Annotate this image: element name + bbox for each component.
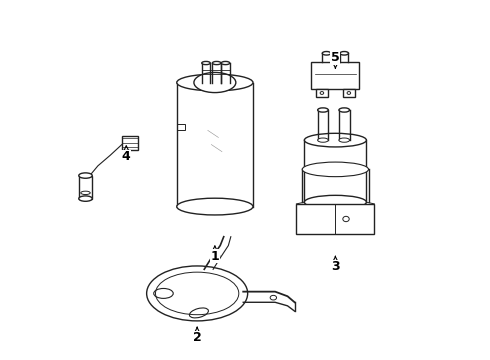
Ellipse shape bbox=[177, 198, 253, 215]
Bar bbox=[343, 89, 355, 96]
Ellipse shape bbox=[318, 138, 328, 142]
Ellipse shape bbox=[339, 108, 349, 112]
Bar bbox=[312, 62, 359, 89]
Ellipse shape bbox=[322, 51, 331, 55]
Ellipse shape bbox=[340, 51, 348, 55]
Ellipse shape bbox=[339, 138, 349, 142]
Ellipse shape bbox=[194, 72, 236, 93]
Ellipse shape bbox=[304, 133, 367, 147]
Text: 2: 2 bbox=[193, 327, 201, 344]
Text: 3: 3 bbox=[331, 256, 340, 273]
Ellipse shape bbox=[318, 108, 328, 112]
Bar bbox=[316, 89, 328, 96]
Text: 5: 5 bbox=[331, 51, 340, 68]
Bar bbox=[177, 124, 185, 130]
Ellipse shape bbox=[79, 196, 92, 201]
Bar bbox=[296, 204, 374, 234]
Ellipse shape bbox=[202, 62, 210, 65]
Text: 1: 1 bbox=[211, 246, 219, 263]
Ellipse shape bbox=[177, 74, 253, 91]
Ellipse shape bbox=[304, 195, 367, 209]
Bar bbox=[122, 136, 138, 149]
Ellipse shape bbox=[221, 62, 230, 65]
Bar bbox=[79, 176, 92, 199]
Ellipse shape bbox=[79, 173, 92, 178]
Ellipse shape bbox=[302, 162, 368, 177]
Text: 4: 4 bbox=[122, 146, 131, 163]
Ellipse shape bbox=[212, 62, 221, 65]
